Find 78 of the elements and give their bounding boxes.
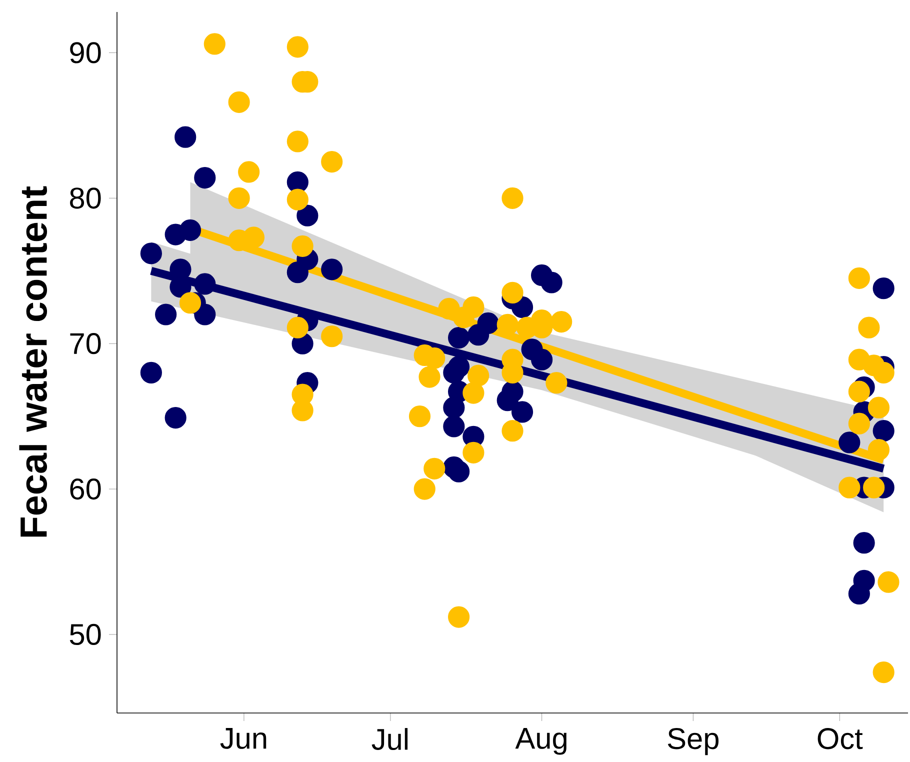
point	[155, 304, 177, 326]
point	[194, 273, 216, 295]
point	[321, 258, 343, 280]
point	[286, 188, 308, 210]
y-tick-label: 50	[70, 624, 101, 646]
point	[292, 235, 314, 257]
point	[164, 406, 186, 429]
y-tick-label: 70	[70, 333, 101, 354]
point	[496, 390, 518, 412]
point	[872, 661, 894, 684]
point	[863, 476, 885, 498]
point	[286, 316, 308, 338]
point	[174, 126, 196, 148]
point	[872, 362, 894, 384]
point	[546, 372, 568, 394]
y-tick-label: 60	[70, 478, 101, 500]
point	[858, 316, 880, 338]
point	[531, 348, 553, 370]
y-tick-label: 80	[70, 188, 101, 209]
point	[228, 187, 250, 209]
point	[838, 476, 860, 498]
point	[848, 380, 870, 402]
point	[848, 412, 870, 434]
point	[418, 366, 440, 388]
point	[238, 161, 260, 183]
point	[140, 242, 162, 264]
point	[321, 150, 343, 173]
point	[502, 187, 524, 209]
point	[296, 204, 318, 226]
point	[140, 362, 162, 384]
point	[242, 226, 265, 248]
y-tick-label: 90	[70, 42, 101, 64]
point	[540, 272, 562, 294]
point	[179, 219, 202, 241]
point	[868, 396, 890, 418]
point	[868, 438, 890, 461]
point	[448, 460, 470, 482]
point	[194, 166, 216, 189]
x-tick-label: Sep	[668, 728, 719, 756]
point	[443, 362, 465, 384]
point	[878, 571, 900, 593]
point	[448, 326, 470, 349]
y-axis-title: Fecal water content	[19, 186, 48, 537]
point	[462, 382, 484, 404]
point	[853, 532, 875, 554]
point	[502, 420, 524, 442]
point	[448, 606, 470, 628]
point	[414, 478, 436, 500]
point	[452, 306, 474, 328]
point	[179, 292, 202, 314]
x-tick-label: Jul	[372, 728, 408, 750]
x-tick-label: Jun	[220, 728, 266, 749]
point	[321, 326, 343, 348]
point	[872, 278, 894, 300]
point	[408, 406, 431, 428]
point	[872, 420, 894, 442]
point	[424, 458, 446, 480]
point	[228, 91, 250, 113]
point	[496, 314, 518, 336]
point	[286, 171, 308, 193]
point	[848, 267, 870, 289]
x-tick-label: Oct	[818, 728, 863, 750]
point	[511, 296, 534, 318]
point	[462, 442, 484, 464]
point	[468, 324, 490, 346]
point	[550, 310, 572, 333]
point	[511, 401, 534, 423]
point	[443, 416, 465, 438]
point	[286, 36, 308, 58]
point	[838, 432, 860, 454]
point	[204, 33, 226, 55]
x-tick-label: Aug	[515, 728, 566, 755]
point	[468, 364, 490, 386]
point	[443, 396, 465, 418]
point	[286, 130, 308, 152]
point	[848, 582, 870, 605]
point	[194, 304, 216, 326]
point	[502, 282, 524, 304]
